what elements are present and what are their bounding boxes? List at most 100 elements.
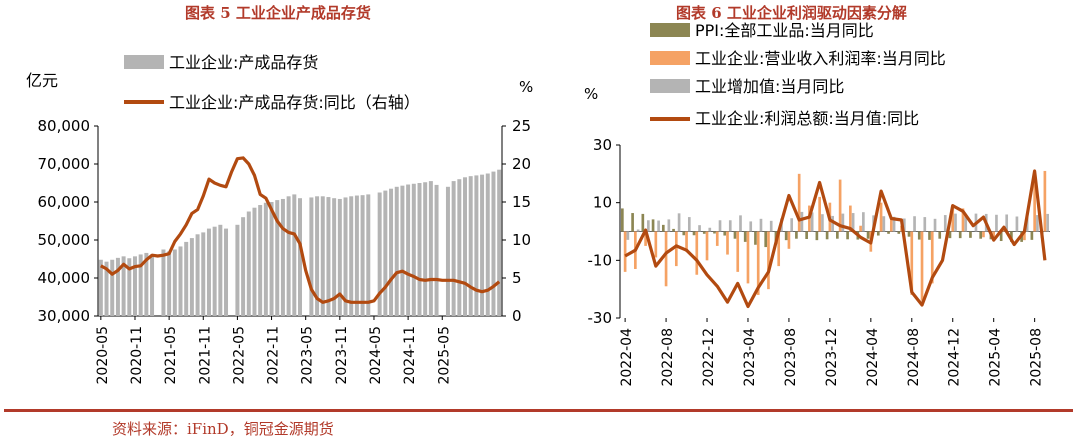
inventory-bar xyxy=(354,195,359,316)
inventory-bar xyxy=(252,207,257,316)
ppi-bar xyxy=(651,219,655,232)
ppi-bar xyxy=(661,224,665,232)
inventory-bar xyxy=(377,192,382,316)
value-added-bar xyxy=(718,220,722,232)
inventory-bar xyxy=(485,173,490,316)
inventory-bar xyxy=(189,238,194,316)
x-tick-label: 2022-04 xyxy=(619,328,635,387)
x-tick-label: 2025-08 xyxy=(1029,328,1045,387)
x-tick-label: 2020-11 xyxy=(129,326,145,385)
profit-margin-bar xyxy=(746,231,750,284)
inventory-bar xyxy=(497,169,502,316)
inventory-bar xyxy=(298,198,302,316)
value-added-bar xyxy=(964,215,968,232)
ppi-bar xyxy=(917,231,921,240)
inventory-bar xyxy=(263,202,268,316)
inventory-bar xyxy=(332,198,337,316)
ppi-bar xyxy=(938,231,942,239)
value-added-bar xyxy=(759,218,763,232)
legend-label-total-profit: 工业企业:利润总额:当月值:同比 xyxy=(695,109,919,128)
inventory-bar xyxy=(445,186,450,316)
inventory-bar xyxy=(235,224,240,316)
inventory-bar xyxy=(246,211,251,316)
x-tick-label: 2023-12 xyxy=(824,328,840,387)
x-tick-label: 2021-05 xyxy=(163,326,179,385)
x-tick-label: 2024-05 xyxy=(368,326,384,385)
right-y-tick-label: 25 xyxy=(512,117,531,135)
ppi-bar xyxy=(979,231,983,239)
profit-margin-bar xyxy=(838,179,842,232)
value-added-bar xyxy=(810,212,814,232)
value-added-bar xyxy=(862,212,865,232)
ppi-bar xyxy=(897,231,901,234)
ppi-bar xyxy=(631,213,634,232)
y-axis-unit: % xyxy=(584,85,598,103)
ppi-bar xyxy=(723,231,727,236)
inventory-bar xyxy=(275,200,280,316)
profit-margin-bar xyxy=(1043,170,1047,232)
profit-margin-bar xyxy=(695,231,699,275)
profit-margin-bar xyxy=(849,205,852,232)
ppi-bar xyxy=(702,231,706,234)
source-note: 资料来源：iFinD，铜冠金源期货 xyxy=(112,420,334,438)
inventory-bar xyxy=(451,181,456,316)
profit-margin-bar xyxy=(664,231,668,287)
ppi-bar xyxy=(743,231,747,242)
left-y-tick-label: 60,000 xyxy=(38,193,91,211)
chart-title-profit-drivers: 图表 6 工业企业利润驱动因素分解 xyxy=(676,4,907,22)
inventory-bar xyxy=(389,188,394,316)
right-y-tick-label: 5 xyxy=(512,269,522,287)
y-tick-label: 10 xyxy=(593,194,612,212)
value-added-bar xyxy=(913,216,916,232)
ppi-bar xyxy=(815,231,819,241)
left-y-tick-label: 50,000 xyxy=(38,231,91,249)
x-tick-label: 2024-11 xyxy=(402,326,418,385)
inventory-bar xyxy=(104,261,109,316)
profit-margin-bar xyxy=(797,173,801,232)
inventory-bar xyxy=(127,258,132,316)
ppi-bar xyxy=(764,231,768,248)
ppi-bar xyxy=(692,231,696,236)
x-tick-label: 2023-04 xyxy=(742,328,758,387)
ppi-bar xyxy=(733,231,737,239)
legend-swatch-inventory xyxy=(124,55,164,69)
right-axis-unit: % xyxy=(519,78,533,96)
inventory-bar xyxy=(400,185,405,316)
x-tick-label: 2025-05 xyxy=(436,326,452,385)
profit-margin-bar xyxy=(859,225,862,232)
inventory-bar xyxy=(161,249,166,316)
inventory-bar xyxy=(132,256,137,316)
inventory-bar xyxy=(98,259,103,316)
value-added-bar xyxy=(636,229,640,232)
legend-label-ppi: PPI:全部工业品:当月同比 xyxy=(695,21,874,40)
profit-margin-bar xyxy=(910,231,914,295)
inventory-bar xyxy=(309,197,314,316)
ppi-bar xyxy=(999,231,1003,242)
value-added-bar xyxy=(892,216,896,232)
left-y-tick-label: 80,000 xyxy=(38,117,91,135)
inventory-bar xyxy=(428,181,433,316)
ppi-bar xyxy=(876,231,880,236)
profit-margin-bar xyxy=(756,231,760,295)
inventory-bar xyxy=(241,217,246,316)
inventory-yoy-line xyxy=(100,156,501,304)
x-tick-label: 2023-08 xyxy=(783,328,799,387)
profit-margin-bar xyxy=(961,208,965,232)
value-added-bar xyxy=(739,215,742,232)
value-added-bar xyxy=(800,211,804,232)
inventory-bar xyxy=(423,182,428,316)
inventory-bar xyxy=(326,197,331,316)
value-added-bar xyxy=(821,214,824,232)
left-y-tick-label: 40,000 xyxy=(38,269,91,287)
value-added-bar xyxy=(749,221,753,232)
legend-label-value-added: 工业增加值:当月同比 xyxy=(695,77,844,96)
inventory-bar xyxy=(434,184,439,316)
x-tick-label: 2023-05 xyxy=(300,326,316,385)
ppi-bar xyxy=(754,231,757,245)
profit-margin-bar xyxy=(705,231,709,261)
legend-swatch-value-added xyxy=(650,79,690,93)
inventory-bar xyxy=(206,228,211,316)
value-added-bar xyxy=(902,218,906,232)
inventory-bar xyxy=(366,194,371,316)
